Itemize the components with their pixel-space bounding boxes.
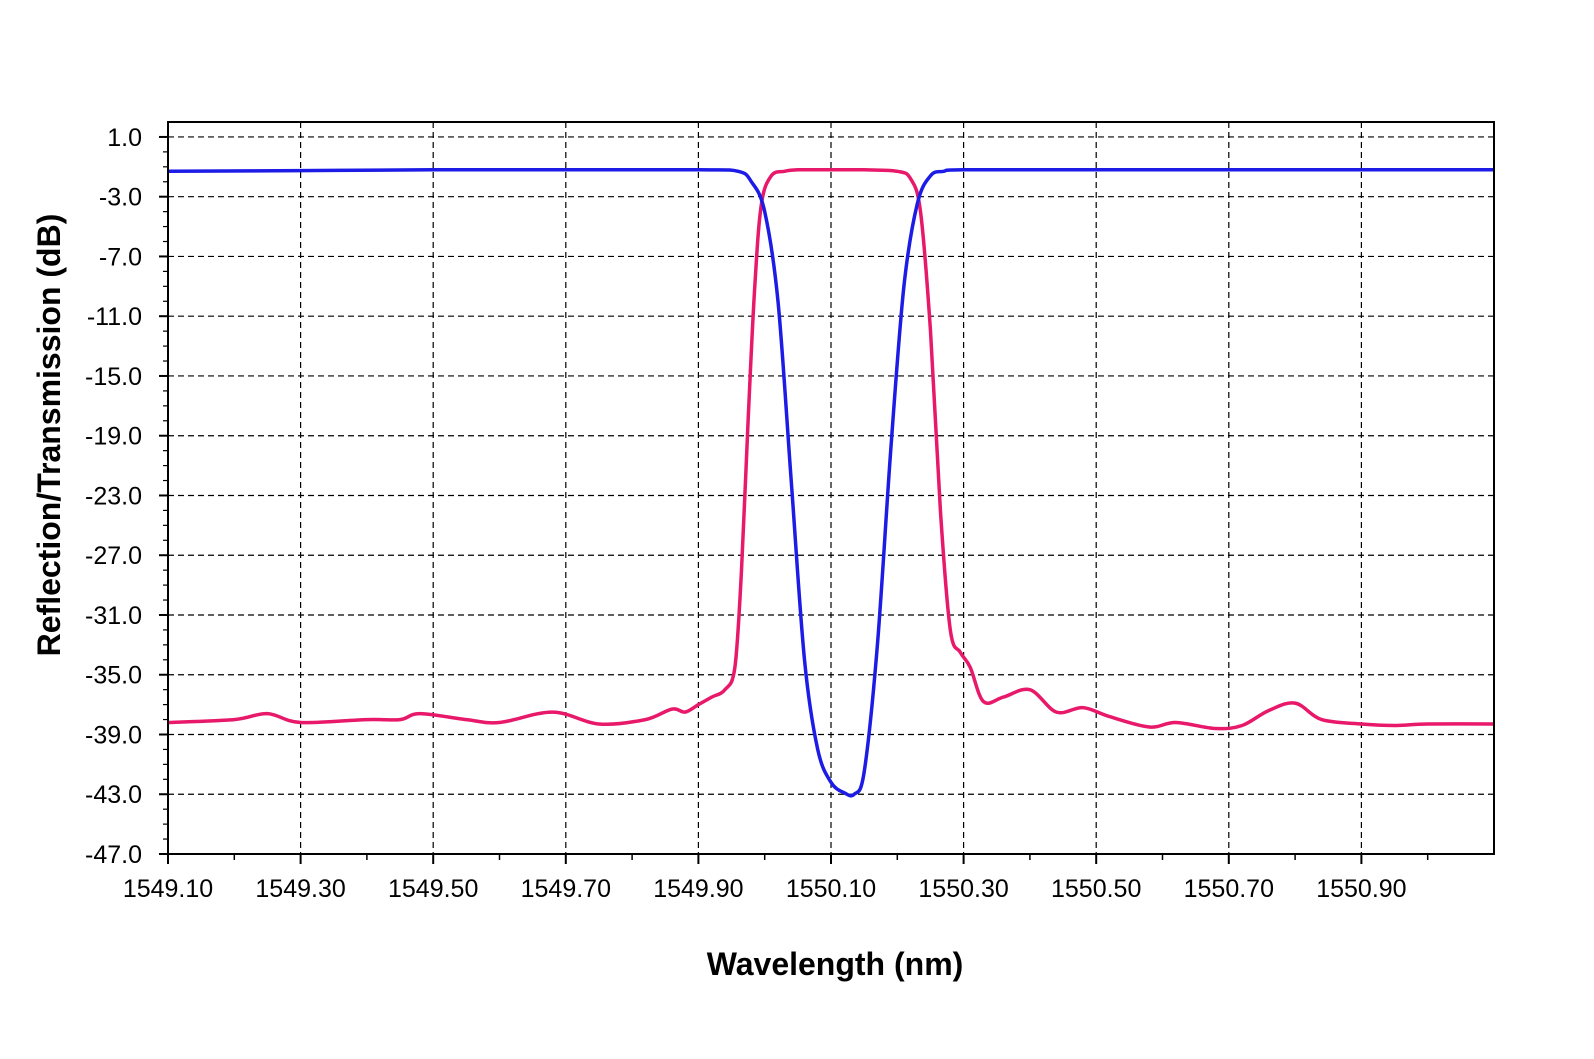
y-tick-label: -47.0 [85,841,142,869]
grid [168,122,1494,854]
y-tick-label: -11.0 [87,303,142,331]
x-tick-label: 1550.90 [1316,875,1406,903]
y-tick-label: -3.0 [99,184,142,212]
x-tick-label: 1549.50 [388,875,478,903]
y-tick-label: -7.0 [99,243,142,271]
y-tick-label: -31.0 [85,602,142,630]
x-tick-label: 1549.30 [255,875,345,903]
y-tick-label: 1.0 [107,124,142,152]
y-tick-label: -39.0 [85,721,142,749]
series-line-transmission [167,167,1494,798]
tick-marks [159,135,1429,864]
y-tick-label: -23.0 [85,482,142,510]
y-tick-label: -43.0 [85,781,142,809]
x-tick-label: 1550.50 [1051,875,1141,903]
series-layer [167,167,1495,798]
series-line-reflection [167,167,1495,731]
y-tick-label: -35.0 [85,662,142,690]
x-tick-label: 1549.10 [123,875,213,903]
y-axis-title: Reflection/Transmission (dB) [31,214,67,657]
x-tick-label: 1549.70 [521,875,611,903]
x-tick-label: 1550.10 [786,875,876,903]
y-tick-label: -19.0 [85,423,142,451]
x-tick-labels: 1549.10 1549.30 1549.50 1549.70 1549.90 1550.… [123,875,1407,903]
x-tick-label: 1550.70 [1184,875,1274,903]
x-tick-label: 1550.30 [918,875,1008,903]
y-tick-labels: 1.0 -3.0 -7.0 -11.0 -15.0 -19.0 -23.0 -27.0 -31.… [85,124,142,869]
y-tick-label: -27.0 [85,542,142,570]
y-tick-label: -15.0 [85,363,142,391]
x-tick-label: 1549.90 [653,875,743,903]
x-axis-title: Wavelength (nm) [707,946,964,982]
